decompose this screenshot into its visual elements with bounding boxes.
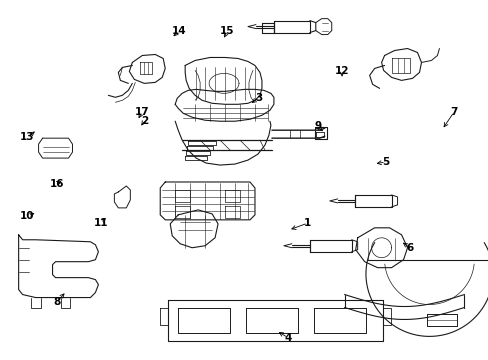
Text: 13: 13 — [20, 132, 35, 142]
Text: 14: 14 — [171, 26, 185, 36]
Text: 15: 15 — [220, 26, 234, 36]
Text: 8: 8 — [53, 297, 61, 307]
Text: 4: 4 — [284, 333, 291, 343]
Text: 17: 17 — [135, 107, 149, 117]
Text: 6: 6 — [406, 243, 413, 253]
Text: 7: 7 — [449, 107, 457, 117]
Text: 11: 11 — [93, 218, 108, 228]
Text: 2: 2 — [141, 116, 148, 126]
Text: 10: 10 — [20, 211, 35, 221]
Text: 9: 9 — [313, 121, 321, 131]
Text: 3: 3 — [255, 93, 262, 103]
Text: 16: 16 — [49, 179, 64, 189]
Text: 12: 12 — [334, 66, 348, 76]
Text: 1: 1 — [304, 218, 311, 228]
Text: 5: 5 — [382, 157, 389, 167]
